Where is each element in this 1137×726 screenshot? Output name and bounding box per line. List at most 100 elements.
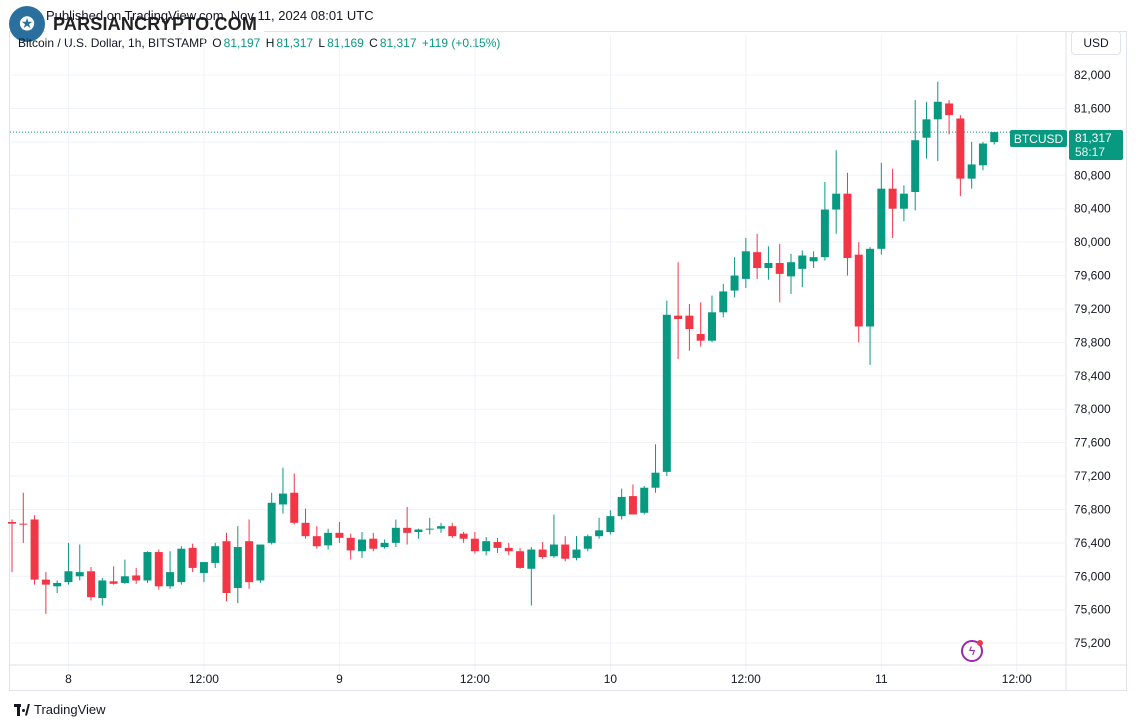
candle-down [30,519,39,580]
candle-up [617,496,626,517]
tradingview-logo-icon [14,703,30,716]
last-price-tag: 81,317 58:17 [1069,130,1123,160]
candle-up [877,188,886,249]
lightning-icon[interactable]: ϟ [961,640,983,662]
symbol-price-tag: BTCUSD [1010,130,1067,147]
x-tick-label: 12:00 [460,672,490,686]
candle-down [854,254,863,327]
close-value: 81,317 [379,36,417,50]
symbol-label: Bitcoin / U.S. Dollar, 1h, BITSTAMP [18,36,207,50]
candle-down [538,549,547,558]
y-tick-label: 82,000 [1074,68,1111,82]
candle-down [493,542,502,548]
ohlc-legend: Bitcoin / U.S. Dollar, 1h, BITSTAMP O 81,… [18,36,500,50]
candle-up [64,571,73,583]
candle-up [437,526,446,529]
candle-down [516,551,525,568]
bar-countdown: 58:17 [1075,145,1106,159]
candle-down [685,315,694,330]
candle-down [561,544,570,559]
candle-down [222,541,231,593]
candle-up [787,262,796,277]
candle-down [19,523,28,525]
tradingview-footer[interactable]: TradingView [14,702,106,717]
candle-up [640,487,649,513]
low-value: 81,169 [327,36,364,50]
x-tick-label: 9 [336,672,343,686]
y-tick-label: 78,400 [1074,369,1111,383]
candle-up [75,572,84,577]
candle-up [391,527,400,543]
candle-up [267,502,276,543]
candle-down [956,118,965,179]
last-price-value: 81,317 [1075,131,1112,145]
x-tick-label: 10 [604,672,618,686]
open-label: O [212,36,222,50]
candle-up [764,263,773,269]
candle-down [132,575,141,581]
candle-up [899,193,908,209]
candle-down [403,527,412,533]
currency-button[interactable]: USD [1071,31,1121,55]
candle-up [798,255,807,269]
open-value: 81,197 [223,36,261,50]
candle-down [245,541,254,583]
candle-up [967,164,976,179]
candle-up [278,493,287,505]
candle-down [346,537,355,551]
y-tick-label: 76,800 [1074,502,1111,516]
x-tick-label: 11 [875,672,888,686]
chart-frame [9,31,1127,691]
candle-up [606,516,615,533]
candle-up [866,248,875,327]
candle-down [109,581,118,584]
candle-up [357,539,366,552]
candle-up [527,549,536,569]
candle-up [922,119,931,138]
candle-down [696,334,705,341]
y-tick-label: 80,000 [1074,235,1111,249]
candle-up [978,143,987,166]
low-label: L [318,36,326,50]
y-tick-label: 75,600 [1074,603,1111,617]
candle-up [933,101,942,120]
y-tick-label: 78,000 [1074,402,1111,416]
candle-up [380,542,389,548]
y-tick-label: 80,800 [1074,168,1111,182]
candle-up [719,291,728,313]
candle-up [324,532,333,546]
candle-up [549,544,558,557]
y-tick-label: 77,200 [1074,469,1111,483]
high-label: H [265,36,275,50]
candle-up [583,536,592,549]
candle-up [820,209,829,258]
candle-down [674,315,683,319]
watermark-text: PARSIANCRYPTO.COM [47,11,264,37]
y-tick-label: 78,800 [1074,335,1111,349]
candle-up [662,314,671,472]
candle-up [707,312,716,341]
tradingview-brand: TradingView [34,702,106,717]
candle-up [143,552,152,581]
candle-up [990,132,999,143]
candle-down [448,526,457,537]
candle-down [312,536,321,547]
candle-down [504,547,513,552]
candle-up [177,548,186,583]
y-tick-label: 79,200 [1074,302,1111,316]
candle-down [154,552,163,587]
close-label: C [369,36,378,50]
candle-up [482,541,491,552]
candle-down [628,496,637,515]
x-tick-label: 12:00 [1002,672,1032,686]
high-value: 81,317 [276,36,314,50]
candle-down [459,533,468,539]
candle-down [945,103,954,116]
candle-down [369,538,378,549]
candle-down [290,492,299,523]
candle-up [730,275,739,291]
candle-up [256,544,265,581]
logo-mark-icon: ✪ [9,6,45,42]
candle-down [8,521,16,524]
